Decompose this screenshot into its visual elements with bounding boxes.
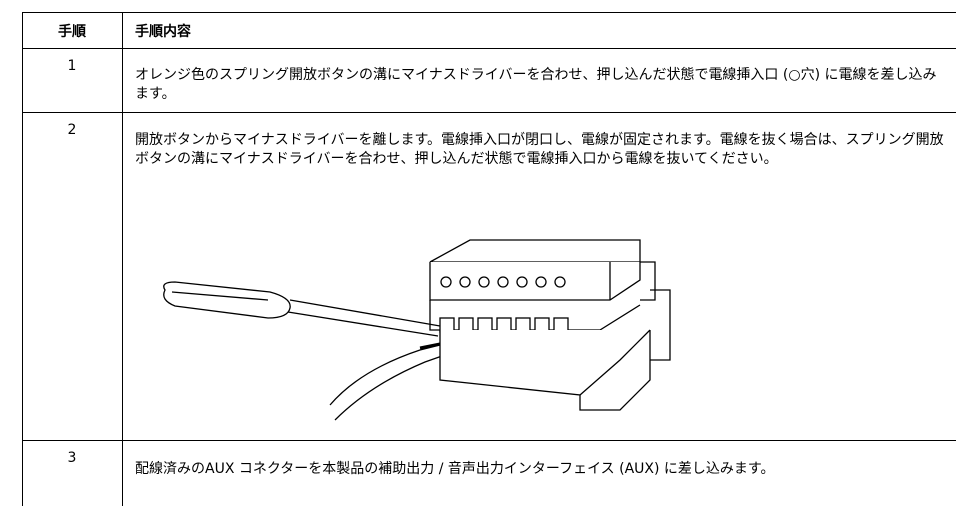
- step-text: 配線済みのAUX コネクターを本製品の補助出力 / 音声出力インターフェイス (…: [135, 461, 775, 477]
- spring-button: [553, 317, 569, 333]
- step-number: 1: [67, 58, 77, 74]
- header-cell: 手順: [58, 24, 86, 40]
- border: [22, 12, 956, 13]
- border: [22, 12, 23, 506]
- terminal-screw: [478, 276, 490, 288]
- border: [22, 112, 956, 113]
- terminal-screw: [440, 276, 452, 288]
- terminal-screw: [535, 276, 547, 288]
- terminal-screw: [459, 276, 471, 288]
- step-text: 開放ボタンからマイナスドライバーを離します。電線挿入口が閉口し、電線が固定されま…: [135, 132, 944, 167]
- spring-button: [515, 317, 531, 333]
- spring-button: [534, 317, 550, 333]
- step-number: 3: [67, 450, 77, 466]
- spring-button: [496, 317, 512, 333]
- step-text: オレンジ色のスプリング開放ボタンの溝にマイナスドライバーを合わせ、押し込んだ状態…: [135, 67, 937, 102]
- terminal-screw: [497, 276, 509, 288]
- header-cell: 手順内容: [135, 24, 191, 40]
- spring-button: [439, 317, 455, 333]
- border: [122, 12, 123, 506]
- spring-button: [458, 317, 474, 333]
- terminal-screw: [516, 276, 528, 288]
- border: [22, 48, 956, 49]
- spring-button: [477, 317, 493, 333]
- border: [22, 440, 956, 441]
- terminal-screw: [554, 276, 566, 288]
- step-number: 2: [67, 122, 77, 138]
